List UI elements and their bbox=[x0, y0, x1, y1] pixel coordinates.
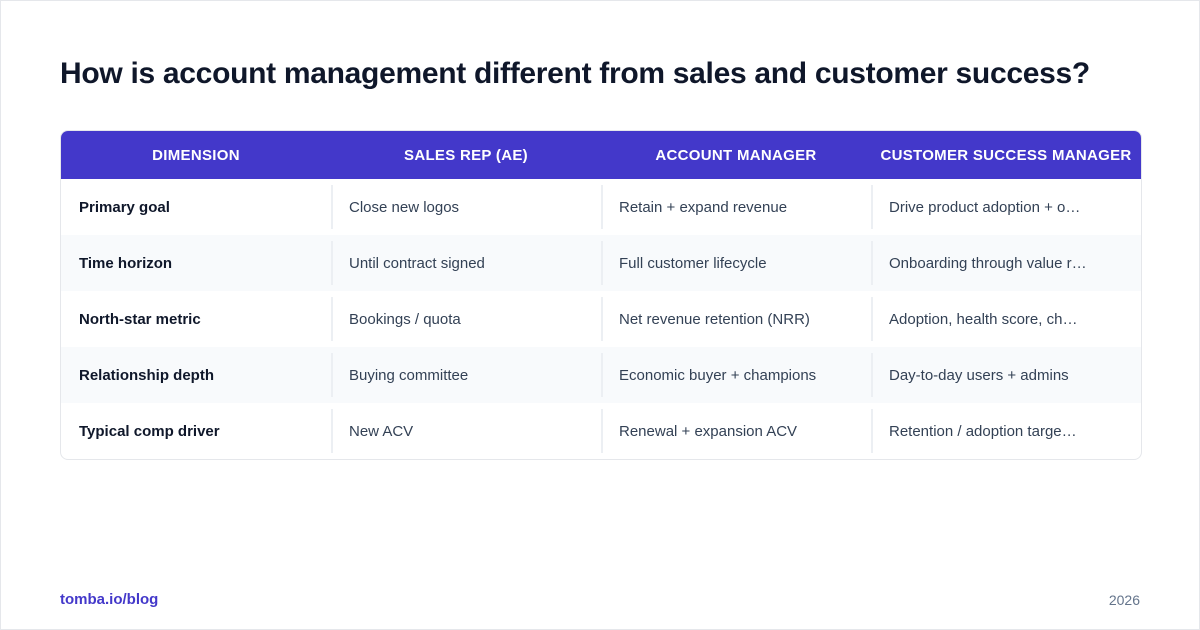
sales-rep-cell: Close new logos bbox=[331, 179, 601, 235]
page-title: How is account management different from… bbox=[60, 57, 1090, 90]
cell-text: Time horizon bbox=[79, 254, 173, 272]
header-cell-account-manager: ACCOUNT MANAGER bbox=[601, 131, 871, 179]
row-dimension-cell: Time horizon bbox=[61, 235, 331, 291]
csm-cell: Adoption, health score, ch… bbox=[871, 291, 1141, 347]
table-header-row: DIMENSION SALES REP (AE) ACCOUNT MANAGER… bbox=[61, 131, 1141, 179]
table-row: Typical comp driver New ACV Renewal + ex… bbox=[61, 403, 1141, 459]
sales-rep-cell: New ACV bbox=[331, 403, 601, 459]
cell-text: Relationship depth bbox=[79, 366, 214, 384]
header-cell-dimension: DIMENSION bbox=[61, 131, 331, 179]
sales-rep-cell: Until contract signed bbox=[331, 235, 601, 291]
cell-text: Day-to-day users + admins bbox=[889, 366, 1069, 384]
cell-text: Drive product adoption + o… bbox=[889, 198, 1081, 216]
account-manager-cell: Economic buyer + champions bbox=[601, 347, 871, 403]
cell-text: Typical comp driver bbox=[79, 422, 220, 440]
table-row: North-star metric Bookings / quota Net r… bbox=[61, 291, 1141, 347]
cell-text: Renewal + expansion ACV bbox=[619, 422, 798, 440]
header-label: CUSTOMER SUCCESS MANAGER bbox=[880, 146, 1132, 164]
account-manager-cell: Full customer lifecycle bbox=[601, 235, 871, 291]
header-label: ACCOUNT MANAGER bbox=[655, 146, 817, 164]
cell-text: Full customer lifecycle bbox=[619, 254, 767, 272]
cell-text: Buying committee bbox=[349, 366, 469, 384]
account-manager-cell: Retain + expand revenue bbox=[601, 179, 871, 235]
row-dimension-cell: North-star metric bbox=[61, 291, 331, 347]
table-row: Time horizon Until contract signed Full … bbox=[61, 235, 1141, 291]
row-dimension-cell: Primary goal bbox=[61, 179, 331, 235]
cell-text: Onboarding through value r… bbox=[889, 254, 1087, 272]
sales-rep-cell: Buying committee bbox=[331, 347, 601, 403]
cell-text: Economic buyer + champions bbox=[619, 366, 817, 384]
csm-cell: Drive product adoption + o… bbox=[871, 179, 1141, 235]
header-label: DIMENSION bbox=[152, 146, 240, 164]
account-manager-cell: Renewal + expansion ACV bbox=[601, 403, 871, 459]
cell-text: Bookings / quota bbox=[349, 310, 461, 328]
table-row: Relationship depth Buying committee Econ… bbox=[61, 347, 1141, 403]
cell-text: Close new logos bbox=[349, 198, 460, 216]
csm-cell: Retention / adoption targe… bbox=[871, 403, 1141, 459]
row-dimension-cell: Relationship depth bbox=[61, 347, 331, 403]
header-label: SALES REP (AE) bbox=[404, 146, 528, 164]
cell-text: Retain + expand revenue bbox=[619, 198, 788, 216]
sales-rep-cell: Bookings / quota bbox=[331, 291, 601, 347]
table-row: Primary goal Close new logos Retain + ex… bbox=[61, 179, 1141, 235]
csm-cell: Day-to-day users + admins bbox=[871, 347, 1141, 403]
blog-link[interactable]: tomba.io/blog bbox=[60, 591, 159, 608]
cell-text: North-star metric bbox=[79, 310, 201, 328]
cell-text: Primary goal bbox=[79, 198, 170, 216]
cell-text: New ACV bbox=[349, 422, 414, 440]
header-cell-sales-rep: SALES REP (AE) bbox=[331, 131, 601, 179]
header-cell-customer-success-manager: CUSTOMER SUCCESS MANAGER bbox=[871, 131, 1141, 179]
row-dimension-cell: Typical comp driver bbox=[61, 403, 331, 459]
cell-text: Retention / adoption targe… bbox=[889, 422, 1077, 440]
comparison-table: DIMENSION SALES REP (AE) ACCOUNT MANAGER… bbox=[60, 130, 1142, 460]
cell-text: Adoption, health score, ch… bbox=[889, 310, 1078, 328]
footer-year: 2026 bbox=[1108, 592, 1140, 608]
cell-text: Until contract signed bbox=[349, 254, 485, 272]
cell-text: Net revenue retention (NRR) bbox=[619, 310, 810, 328]
csm-cell: Onboarding through value r… bbox=[871, 235, 1141, 291]
account-manager-cell: Net revenue retention (NRR) bbox=[601, 291, 871, 347]
